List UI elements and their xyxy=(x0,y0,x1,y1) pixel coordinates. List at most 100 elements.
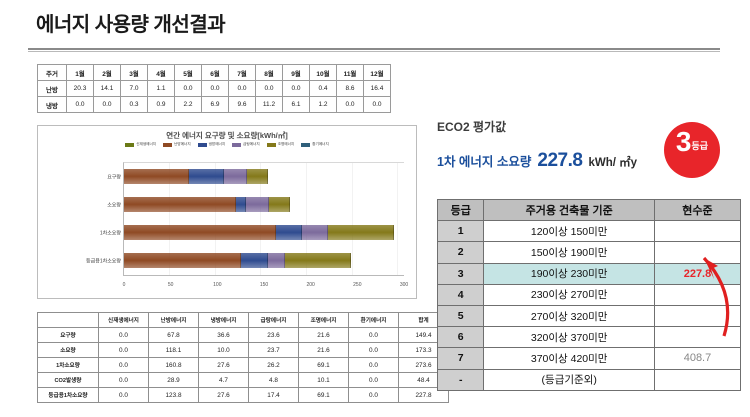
table-row: 1 120이상 150미만 xyxy=(436,220,742,243)
grade-current-cell xyxy=(653,220,742,243)
month-header-cell: 4월 xyxy=(147,64,175,81)
page-header: 에너지 사용량 개선결과 xyxy=(28,8,728,52)
summary-header-cell: 급탕에너지 xyxy=(248,312,299,328)
table-row: 난방 20.3 14.1 7.0 1.1 0.0 0.0 0.0 0.0 0.0 0.4 8.6 16.… xyxy=(37,80,391,97)
title-divider xyxy=(28,48,720,50)
summary-cell: 36.6 xyxy=(198,327,249,343)
chart-bar-segment xyxy=(269,197,291,213)
table-row: 요구량 0.0 67.8 36.6 23.6 21.6 0.0 149.4 xyxy=(37,327,449,343)
month-cell: 0.0 xyxy=(282,80,310,97)
month-cell: 11.2 xyxy=(255,96,283,113)
grade-current-cell xyxy=(653,368,742,391)
summary-cell: 227.8 xyxy=(398,387,449,403)
legend-item: 환기에너지 xyxy=(301,142,329,147)
chart-xtick: 250 xyxy=(353,282,362,288)
legend-item: 난방에너지 xyxy=(163,142,191,147)
grade-number-cell: 5 xyxy=(436,304,485,328)
month-header-cell: 7월 xyxy=(228,64,256,81)
grade-number-cell: 2 xyxy=(436,241,485,264)
legend-label: 조명에너지 xyxy=(277,142,295,146)
month-row-label: 난방 xyxy=(37,80,67,97)
month-cell: 6.1 xyxy=(282,96,310,113)
primary-energy-unit: kWh/ ㎡y xyxy=(588,157,638,169)
grade-current-cell xyxy=(653,304,742,328)
table-row: 등급용1차소요량 0.0 123.8 27.6 17.4 69.1 0.0 227.8 xyxy=(37,387,449,403)
summary-cell: 0.0 xyxy=(348,372,399,388)
legend-swatch xyxy=(266,142,276,147)
summary-cell: 0.0 xyxy=(348,342,399,358)
summary-cell: 23.6 xyxy=(248,327,299,343)
summary-row-label: 요구량 xyxy=(37,327,99,343)
summary-cell: 160.8 xyxy=(148,357,199,373)
month-row-label: 냉방 xyxy=(37,96,67,113)
summary-header-cell: 난방에너지 xyxy=(148,312,199,328)
legend-swatch xyxy=(197,142,207,147)
chart-bar: 소요량 xyxy=(107,197,291,213)
legend-item: 냉방에너지 xyxy=(197,142,225,147)
table-row: CO2발생량 0.0 28.9 4.7 4.8 10.1 0.0 48.4 xyxy=(37,372,449,388)
month-header-cell: 8월 xyxy=(255,64,283,81)
table-row: 3 190이상 230미만 227.8 xyxy=(436,262,742,285)
month-cell: 16.4 xyxy=(363,80,391,97)
grade-header-grade: 등급 xyxy=(436,198,485,222)
month-cell: 0.0 xyxy=(363,96,391,113)
summary-cell: 4.7 xyxy=(198,372,249,388)
chart-xtick: 0 xyxy=(122,282,126,288)
table-row: 냉방 0.0 0.0 0.3 0.9 2.2 6.9 9.6 11.2 6.1 1.2 0.0 0.0 xyxy=(37,96,391,113)
month-cell: 0.0 xyxy=(66,96,94,113)
legend-swatch xyxy=(163,142,173,147)
legend-label: 급탕에너지 xyxy=(243,142,260,146)
summary-header-cell: 환기에너지 xyxy=(348,312,399,328)
chart-bar-label: 소요량 xyxy=(107,202,121,209)
grade-criteria-cell: 320이상 370미만 xyxy=(483,326,655,349)
legend-label: 환기에너지 xyxy=(312,142,329,146)
grade-criteria-cell: 150이상 190미만 xyxy=(483,241,655,264)
grade-header-row: 등급 주거용 건축물 기준 현수준 xyxy=(436,198,742,222)
month-cell: 0.9 xyxy=(147,96,175,113)
month-cell: 14.1 xyxy=(93,80,121,97)
summary-cell: 26.2 xyxy=(248,357,299,373)
chart-bar: 1차소요량 xyxy=(100,225,394,241)
chart-bar-segment xyxy=(124,197,236,213)
chart-bar-segment xyxy=(245,197,270,213)
grade-criteria-cell: (등급기준외) xyxy=(483,368,655,391)
month-header-cell: 1월 xyxy=(66,64,94,81)
month-header-cell: 10월 xyxy=(309,64,337,81)
summary-cell: 0.0 xyxy=(348,357,399,373)
chart-xtick: 150 xyxy=(259,282,269,288)
chart-xtick: 200 xyxy=(306,282,315,288)
month-header-cell: 3월 xyxy=(120,64,148,81)
chart-xtick: 100 xyxy=(213,282,222,288)
summary-cell: 27.6 xyxy=(198,357,249,373)
table-row: 6 320이상 370미만 xyxy=(436,326,742,349)
energy-summary-table: 신재생에너지 난방에너지 냉방에너지 급탕에너지 조명에너지 환기에너지 합계 요구량 0.0 6… xyxy=(37,312,449,403)
chart-bar-segment xyxy=(267,253,286,269)
chart-bar-segment xyxy=(124,225,276,241)
chart-legend: 신재생에너지 난방에너지 냉방에너지 급탕에너지 조명에너지 환기에너지 xyxy=(38,142,416,147)
chart-bar-label: 1차소요량 xyxy=(99,230,121,237)
summary-cell: 10.0 xyxy=(198,342,249,358)
summary-cell: 28.9 xyxy=(148,372,199,388)
grade-current-cell xyxy=(653,283,742,306)
summary-cell: 10.1 xyxy=(298,372,349,388)
summary-header-cell: 신재생에너지 xyxy=(98,312,149,328)
month-cell: 0.0 xyxy=(336,96,364,113)
month-cell: 0.0 xyxy=(201,80,229,97)
month-cell: 0.0 xyxy=(255,80,283,97)
summary-cell: 27.6 xyxy=(198,387,249,403)
table-header-row: 신재생에너지 난방에너지 냉방에너지 급탕에너지 조명에너지 환기에너지 합계 xyxy=(37,312,449,328)
summary-cell: 123.8 xyxy=(148,387,199,403)
month-cell: 0.4 xyxy=(309,80,337,97)
legend-item: 급탕에너지 xyxy=(232,142,260,147)
grade-header-current: 현수준 xyxy=(653,198,742,222)
summary-cell: 21.6 xyxy=(298,342,349,358)
grade-current-cell xyxy=(653,241,742,264)
table-row: 소요량 0.0 118.1 10.0 23.7 21.6 0.0 173.3 xyxy=(37,342,449,358)
summary-row-label: 1차소요량 xyxy=(37,357,99,373)
current-level-value: 408.7 xyxy=(683,352,712,365)
summary-cell: 0.0 xyxy=(98,327,149,343)
grade-criteria-cell: 370이상 420미만 xyxy=(483,347,655,370)
grade-current-cell: 227.8 xyxy=(653,262,742,285)
primary-energy-value: 227.8 xyxy=(537,150,583,171)
table-row: 2 150이상 190미만 xyxy=(436,241,742,264)
